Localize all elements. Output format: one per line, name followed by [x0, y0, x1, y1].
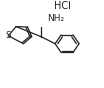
Text: HCl: HCl — [54, 1, 71, 11]
Text: S: S — [5, 31, 11, 40]
Text: NH₂: NH₂ — [47, 14, 64, 23]
